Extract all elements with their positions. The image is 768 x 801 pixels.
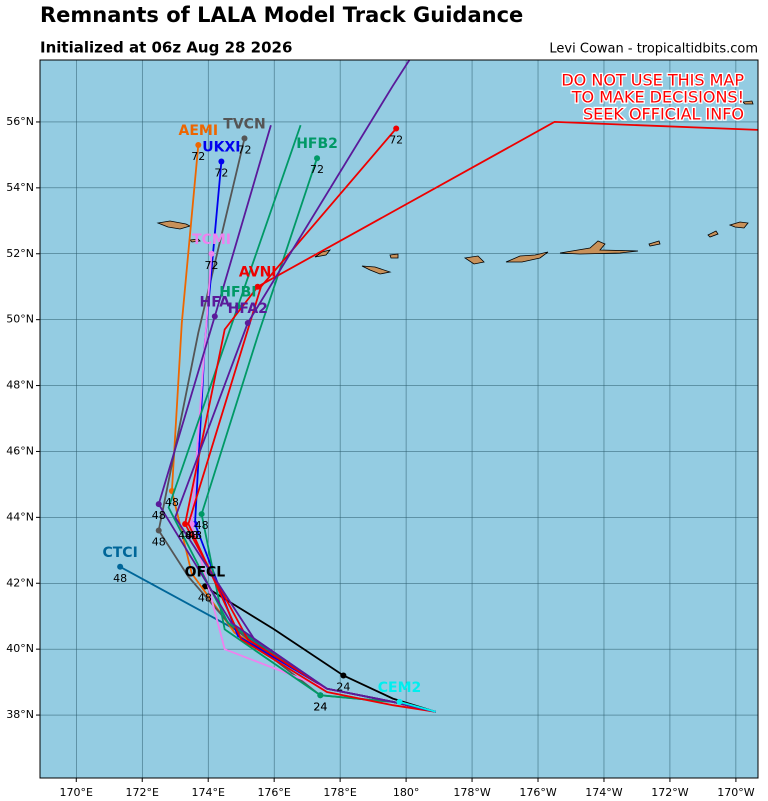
model-label: HFB2: [296, 136, 338, 152]
labels: 2448OFCL48CTCI4872AEMI244872TVCN4872UKXI…: [102, 116, 421, 713]
hour-label: 24: [313, 700, 327, 713]
hour-label: 48: [185, 529, 199, 542]
ocean: [40, 60, 758, 778]
x-tick-label: 176°E: [257, 786, 290, 799]
y-tick-label: 52°N: [6, 247, 34, 260]
track-line: [174, 60, 437, 713]
model-label: CEM2: [378, 680, 422, 696]
y-tick-label: 50°N: [6, 313, 34, 326]
model-label: AVNI: [239, 265, 277, 281]
x-tick-label: 170°W: [717, 786, 754, 799]
x-tick-label: 172°E: [126, 786, 159, 799]
y-tick-label: 38°N: [6, 708, 34, 721]
land: [156, 100, 754, 275]
y-tick-label: 48°N: [6, 379, 34, 392]
hour-label: 72: [237, 143, 251, 156]
hour-label: 48: [178, 529, 192, 542]
track-point: [117, 563, 124, 570]
model-label: UKXI: [202, 139, 240, 155]
hour-label: 48: [165, 496, 179, 509]
track-point: [244, 319, 251, 326]
y-tick-label: 40°N: [6, 642, 34, 655]
y-tick-label: 42°N: [6, 576, 34, 589]
hour-label: 24: [313, 700, 327, 713]
hour-label: 24: [336, 681, 350, 694]
track-point: [317, 692, 324, 699]
x-tick-label: 172°W: [651, 786, 688, 799]
track-line: [399, 701, 437, 713]
track-point: [393, 125, 400, 132]
track-point: [234, 303, 241, 310]
y-tick-label: 54°N: [6, 181, 34, 194]
hour-label: 72: [310, 163, 324, 176]
hour-label: 48: [195, 519, 209, 532]
warning-text: SEEK OFFICIAL INFO: [583, 105, 744, 124]
x-tick-label: 180°: [393, 786, 420, 799]
x-tick-label: 174°W: [585, 786, 622, 799]
credit: Levi Cowan - tropicaltidbits.com: [549, 42, 758, 57]
model-label: HFA: [200, 294, 231, 310]
x-tick-label: 176°W: [519, 786, 556, 799]
y-tick-label: 56°N: [6, 115, 34, 128]
track-point: [182, 520, 189, 527]
x-tick-label: 170°E: [60, 786, 93, 799]
track-point: [208, 250, 215, 257]
track-point: [155, 501, 162, 508]
y-tick-label: 44°N: [6, 510, 34, 523]
model-label: AEMI: [179, 123, 219, 139]
track-point: [254, 283, 261, 290]
track-point: [241, 135, 248, 142]
hour-label: 72: [205, 259, 219, 272]
warning-text: TO MAKE DECISIONS!: [571, 88, 744, 107]
hour-label: 48: [152, 509, 166, 522]
x-tick-label: 178°W: [453, 786, 490, 799]
hour-label: 72: [191, 150, 205, 163]
track-point: [188, 520, 195, 527]
x-tick-label: 174°E: [191, 786, 224, 799]
track-point: [340, 672, 347, 679]
hour-label: 48: [152, 536, 166, 549]
hour-label: 72: [389, 134, 403, 147]
subtitle: Initialized at 06z Aug 28 2026: [40, 39, 292, 57]
track-point: [198, 511, 205, 518]
model-label: TVCN: [223, 116, 265, 132]
tracks: [117, 60, 758, 713]
model-label: CTCI: [102, 545, 137, 561]
track-point: [155, 527, 162, 534]
x-tick-label: 178°E: [323, 786, 356, 799]
track-point: [211, 313, 218, 320]
track-point: [314, 155, 321, 162]
grid: [40, 60, 758, 778]
track-point: [218, 158, 225, 165]
y-tick-label: 46°N: [6, 444, 34, 457]
hour-label: 48: [198, 592, 212, 605]
warning-text: DO NOT USE THIS MAP: [561, 71, 744, 90]
track-line: [187, 127, 436, 713]
model-label: HFA2: [228, 301, 268, 317]
hour-label: 48: [113, 572, 127, 585]
hour-label: 48: [188, 529, 202, 542]
model-label: HFBI: [219, 284, 256, 300]
hour-label: 72: [214, 166, 228, 179]
track-point: [195, 142, 202, 149]
model-label: TCMI: [192, 232, 231, 248]
track-point: [396, 698, 403, 705]
model-label: OFCL: [185, 565, 226, 581]
frame: [39, 59, 759, 779]
title: Remnants of LALA Model Track Guidance: [40, 3, 523, 27]
